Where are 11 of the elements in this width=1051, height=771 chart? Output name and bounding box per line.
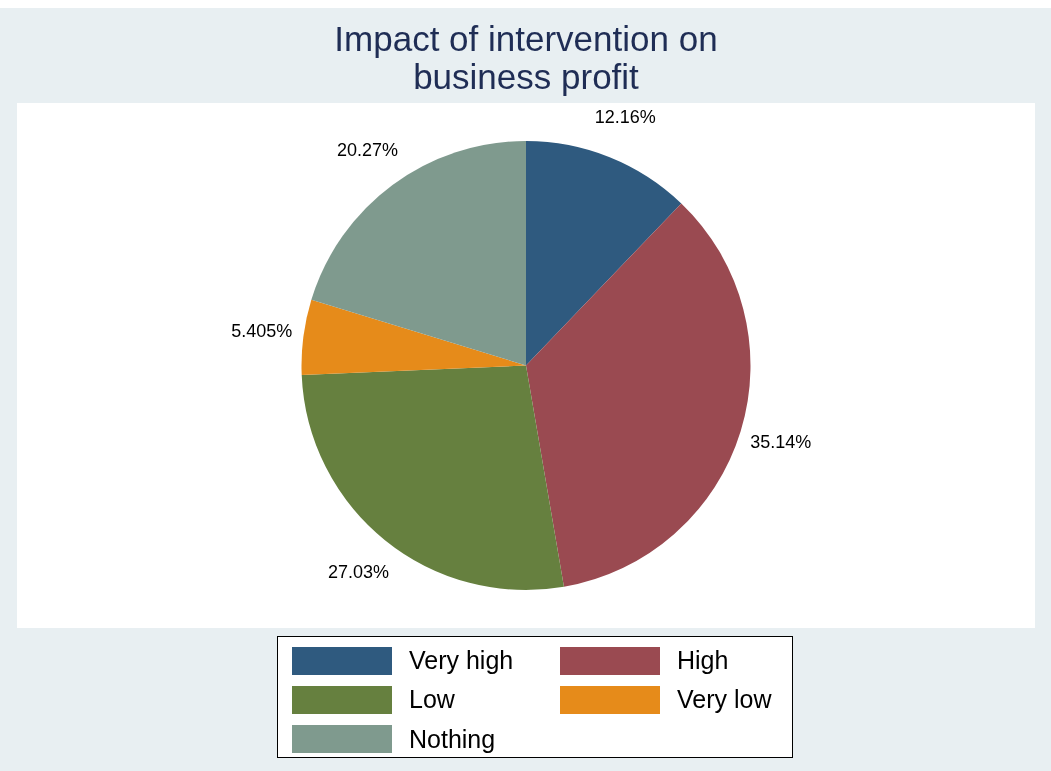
chart-title: Impact of intervention on business profit <box>333 19 719 96</box>
legend-label: Low <box>409 685 455 715</box>
legend-label: Very high <box>409 646 514 675</box>
legend-label: High <box>677 646 729 675</box>
data-label: 35.14% <box>750 432 812 453</box>
data-label: 27.03% <box>328 561 390 582</box>
data-label: 5.405% <box>231 320 293 341</box>
data-label: 12.16% <box>594 107 656 128</box>
legend-label: Nothing <box>409 724 496 754</box>
legend-label: Very low <box>677 685 772 715</box>
data-label: 20.27% <box>337 140 399 161</box>
